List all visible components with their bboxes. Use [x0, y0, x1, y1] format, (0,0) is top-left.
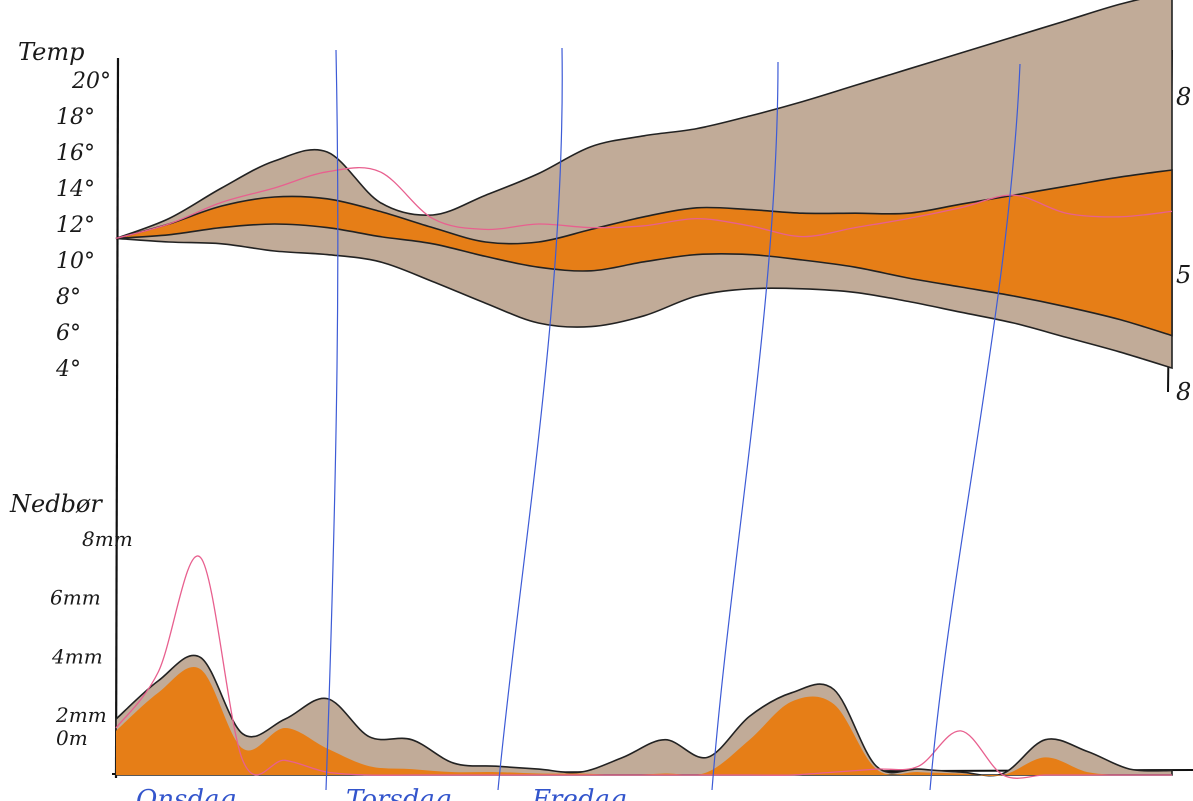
day-label: Onsdag	[136, 785, 236, 801]
temp-right-label: 8	[1176, 83, 1191, 111]
day-divider	[497, 47, 563, 791]
temp-observed-line	[115, 167, 1173, 240]
temp-tick-label: 8°	[56, 285, 81, 310]
day-dividers	[325, 47, 1021, 791]
day-divider	[929, 63, 1021, 791]
precip-tick-label: 8mm	[82, 527, 133, 551]
temp-tick-label: 14°	[56, 177, 95, 202]
precip-inner-band	[116, 666, 1172, 776]
precip-tick-label: 6mm	[50, 586, 101, 610]
temp-tick-label: 16°	[56, 141, 95, 166]
day-label: Torsdag	[346, 785, 452, 801]
temp-inner-band	[115, 169, 1173, 337]
temp-right-label: 8	[1176, 378, 1191, 406]
precip-axis-label: Nedbør	[9, 490, 103, 518]
precipitation-chart	[115, 555, 1173, 779]
temp-right-labels: 8 5 8	[1176, 83, 1191, 406]
day-label: Fredag	[531, 785, 627, 801]
precip-tick-label: 0m	[56, 726, 88, 750]
precip-tick-label: 4mm	[51, 644, 103, 668]
precip-tick-label: 2mm	[55, 703, 107, 727]
temp-right-label: 5	[1176, 261, 1191, 289]
temp-tick-label: 20°	[71, 69, 111, 94]
temp-tick-label: 10°	[56, 249, 95, 274]
day-divider	[325, 49, 339, 791]
temp-tick-label: 6°	[56, 321, 81, 346]
temp-tick-label: 18°	[56, 105, 95, 130]
temperature-chart	[115, 0, 1173, 370]
left-axis	[114, 57, 120, 779]
temp-tick-label: 4°	[55, 357, 81, 382]
precip-observed-line	[115, 555, 1172, 779]
temp-tick-labels: 20° 18° 16° 14° 12° 10° 8° 6° 4°	[55, 69, 111, 382]
temp-axis-label: Temp	[18, 38, 84, 66]
temp-tick-label: 12°	[56, 213, 95, 238]
temp-outer-band	[115, 0, 1173, 370]
day-divider	[711, 61, 779, 791]
